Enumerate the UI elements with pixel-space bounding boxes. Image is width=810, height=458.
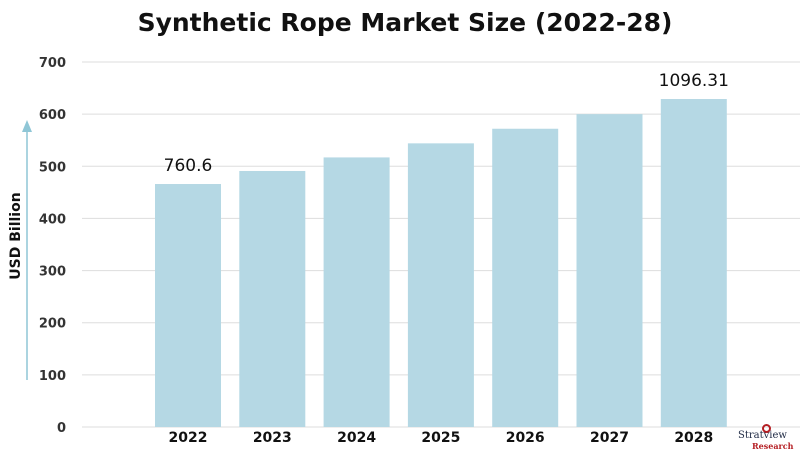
y-tick-label: 600 (39, 108, 66, 123)
bar-2023 (239, 170, 306, 427)
stratview-logo: Stratview Research (738, 424, 804, 456)
y-tick-label: 700 (39, 56, 66, 71)
x-tick-label: 2028 (674, 430, 713, 446)
y-tick-label: 0 (57, 421, 66, 436)
bar-2025 (407, 143, 474, 428)
y-tick-label: 300 (39, 265, 66, 280)
x-tick-label: 2023 (253, 430, 292, 446)
x-tick-label: 2024 (337, 430, 376, 446)
logo-subtext: Research (752, 441, 794, 451)
bar-2022 (155, 184, 221, 427)
y-tick-label: 200 (39, 317, 66, 332)
y-tick-label: 400 (39, 212, 66, 227)
bar-2027 (576, 114, 643, 428)
bar-2026 (492, 128, 559, 427)
x-tick-label: 2027 (590, 430, 629, 446)
y-tick-label: 100 (39, 369, 66, 384)
data-label: 760.6 (164, 156, 213, 176)
x-tick-label: 2025 (421, 430, 460, 446)
chart-title: Synthetic Rope Market Size (2022-28) (137, 8, 673, 37)
logo-wordmark: Stratview (738, 430, 787, 441)
bar-2024 (323, 157, 390, 427)
y-axis-label: USD Billion (8, 192, 24, 279)
data-label: 1096.31 (659, 71, 729, 91)
bar-2028 (660, 99, 727, 428)
y-tick-label: 500 (39, 160, 66, 175)
x-tick-label: 2026 (506, 430, 545, 446)
y-axis-arrow-head (22, 120, 32, 132)
x-tick-label: 2022 (169, 430, 208, 446)
target-icon (762, 424, 771, 433)
